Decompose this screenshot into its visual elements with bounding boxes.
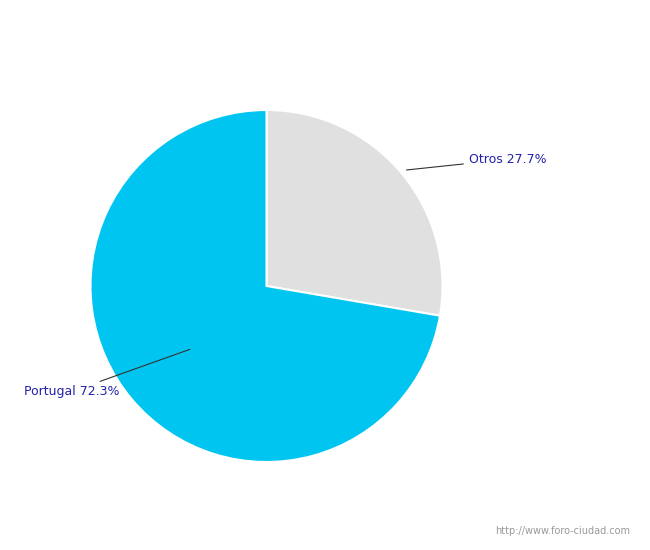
Text: Portugal 72.3%: Portugal 72.3%	[23, 349, 190, 398]
Wedge shape	[90, 110, 440, 462]
Text: http://www.foro-ciudad.com: http://www.foro-ciudad.com	[495, 526, 630, 536]
Text: Otros 27.7%: Otros 27.7%	[406, 153, 547, 170]
Text: Villar del Buey  -  Turistas extranjeros según país  -  Abril de 2024: Villar del Buey - Turistas extranjeros s…	[84, 21, 566, 37]
Wedge shape	[266, 110, 443, 316]
